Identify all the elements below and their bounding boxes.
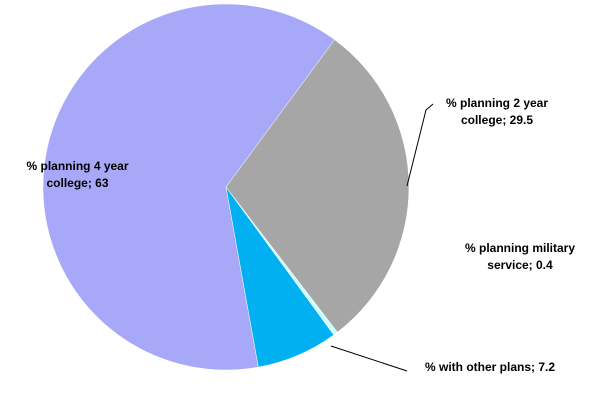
pie-slice <box>42 3 335 371</box>
data-label: % planning 4 year college; 63 <box>26 159 129 190</box>
data-label: % with other plans; 7.2 <box>424 360 556 374</box>
pie-slice <box>225 39 410 333</box>
data-label: % planning military service; 0.4 <box>464 241 575 272</box>
leader-line <box>406 103 434 187</box>
leader-line <box>330 345 408 372</box>
data-label: % planning 2 year college; 29.5 <box>445 96 549 127</box>
